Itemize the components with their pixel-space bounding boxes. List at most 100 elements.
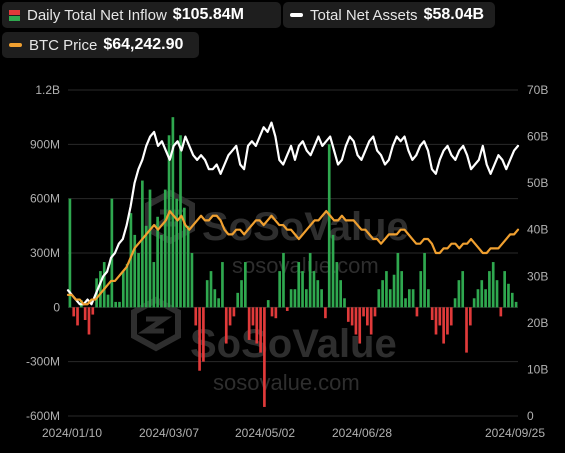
inflow-bar: [449, 307, 453, 326]
inflow-bar: [369, 307, 373, 335]
y-right-tick-label: 20B: [527, 316, 548, 330]
inflow-bar: [125, 263, 129, 308]
inflow-bar: [285, 307, 289, 311]
watermark-brand-bottom: SoSoValue: [190, 322, 397, 366]
inflow-bar: [476, 289, 480, 308]
inflow-bar: [484, 289, 487, 308]
inflow-bars: [68, 117, 518, 407]
inflow-bar: [350, 307, 354, 326]
inflow-bar: [110, 198, 114, 308]
inflow-bar: [324, 307, 327, 319]
inflow-bar: [182, 207, 186, 308]
inflow-bar: [396, 253, 400, 308]
x-axis: 2024/01/10 2024/03/07 2024/05/02 2024/06/28…: [42, 426, 545, 440]
inflow-bar: [144, 225, 148, 308]
inflow-bar: [282, 253, 285, 308]
inflow-bar: [236, 292, 240, 308]
inflow-bar: [510, 292, 514, 308]
inflow-bar: [327, 144, 331, 308]
assets-swatch-icon: [290, 13, 303, 17]
inflow-bar: [446, 307, 449, 335]
inflow-bar: [137, 253, 140, 308]
y-right-tick-label: 70B: [527, 83, 548, 97]
btc-swatch-icon: [9, 43, 22, 47]
inflow-bar: [255, 307, 259, 344]
inflow-bar: [114, 301, 117, 308]
inflow-bar: [133, 234, 137, 308]
inflow-bar: [244, 262, 247, 308]
inflow-bar: [190, 253, 194, 308]
inflow-bar: [308, 253, 312, 308]
inflow-bar: [266, 300, 270, 308]
inflow-bar: [400, 271, 404, 308]
y-left-tick-label: 900M: [30, 137, 60, 151]
y-left-tick-label: 0: [53, 300, 60, 314]
inflow-bar: [495, 280, 499, 308]
inflow-bar: [68, 198, 72, 308]
inflow-bar: [202, 307, 205, 362]
inflow-bar: [305, 289, 308, 308]
y-right-tick-label: 50B: [527, 176, 548, 190]
series-lines: [66, 121, 520, 306]
inflow-bar: [76, 307, 79, 326]
inflow-bar: [377, 289, 381, 308]
inflow-bar: [461, 271, 465, 308]
legend-btc[interactable]: BTC Price $64,242.90: [2, 32, 199, 58]
inflow-bar: [358, 307, 362, 344]
inflow-bar: [141, 180, 144, 308]
legend-assets-value: $58.04B: [423, 6, 485, 23]
inflow-bar: [217, 298, 220, 308]
inflow-bar: [335, 262, 339, 308]
inflow-bar: [209, 271, 213, 308]
inflow-bar: [407, 289, 411, 308]
x-tick-label: 2024/06/28: [332, 426, 392, 440]
y-left-tick-label: -300M: [26, 355, 60, 369]
inflow-bar: [385, 271, 388, 308]
inflow-bar: [224, 307, 228, 344]
y-axis-left: -600M -300M 0 300M 600M 900M 1.2B: [26, 83, 60, 423]
inflow-swatch-icon: [9, 9, 20, 21]
inflow-bar: [491, 262, 495, 308]
inflow-bar: [381, 280, 384, 308]
y-right-tick-label: 10B: [527, 362, 548, 376]
inflow-bar: [148, 189, 152, 308]
inflow-bar: [419, 271, 423, 308]
inflow-bar: [453, 298, 457, 308]
inflow-bar: [503, 271, 506, 308]
inflow-bar: [297, 262, 301, 308]
x-tick-label: 2024/03/07: [139, 426, 199, 440]
inflow-bar: [251, 307, 255, 326]
legend-btc-label: BTC Price: [29, 36, 98, 54]
y-right-tick-label: 60B: [527, 130, 548, 144]
inflow-bar: [373, 307, 377, 317]
watermark-site-bottom: sosovalue.com: [213, 370, 360, 395]
legend-inflow[interactable]: Daily Total Net Inflow $105.84M: [2, 2, 281, 28]
inflow-bar: [362, 307, 365, 317]
inflow-bar: [320, 289, 323, 308]
watermark-logo-bottom-icon: [131, 296, 181, 352]
inflow-bar: [392, 274, 396, 308]
legend-assets[interactable]: Total Net Assets $58.04B: [283, 2, 495, 28]
inflow-bar: [106, 294, 110, 308]
inflow-bar: [354, 307, 358, 335]
inflow-bar: [171, 117, 175, 308]
inflow-bar: [499, 307, 503, 317]
inflow-bar: [457, 280, 461, 308]
inflow-bar: [366, 307, 369, 326]
inflow-bar: [99, 271, 102, 308]
inflow-bar: [289, 289, 293, 308]
x-tick-label: 2024/01/10: [42, 426, 102, 440]
y-left-tick-label: 600M: [30, 192, 60, 206]
inflow-bar: [388, 289, 392, 308]
inflow-bar: [167, 135, 171, 308]
inflow-bar: [228, 307, 232, 326]
btc-price-line: [66, 209, 520, 306]
legend-inflow-value: $105.84M: [172, 6, 244, 23]
inflow-bar: [427, 289, 430, 308]
x-tick-label: 2024/09/25: [485, 426, 545, 440]
legend-btc-value: $64,242.90: [103, 36, 184, 53]
inflow-bar: [469, 307, 472, 326]
inflow-bar: [186, 225, 190, 308]
y-right-tick-label: 30B: [527, 269, 548, 283]
inflow-bar: [507, 283, 510, 308]
